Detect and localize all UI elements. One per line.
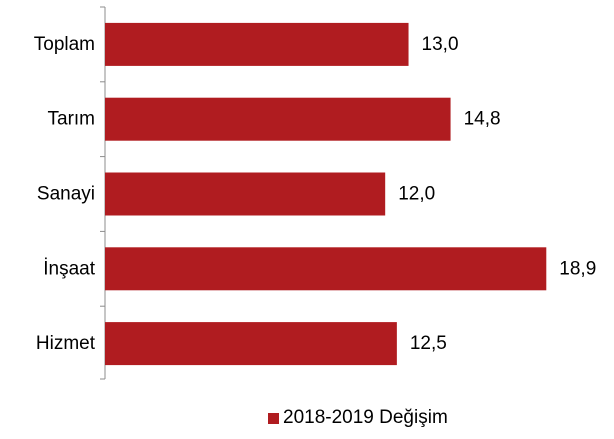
category-labels: Toplam Tarım Sanayi İnşaat Hizmet [34,34,96,354]
data-label: 13,0 [422,34,459,55]
category-label: İnşaat [43,258,95,279]
legend-swatch [268,412,279,424]
data-labels: 13,0 14,8 12,0 18,9 12,5 [398,34,596,354]
bar [105,22,409,66]
data-label: 18,9 [559,258,596,279]
data-label: 12,5 [410,333,447,354]
legend-label: 2018-2019 Değişim [283,407,448,428]
data-label: 14,8 [464,109,501,130]
bar-chart: Toplam Tarım Sanayi İnşaat Hizmet 13,0 14,8 12… [34,6,596,380]
category-label: Tarım [48,109,96,130]
bar [105,247,547,291]
legend: 2018-2019 Değişim [268,406,448,430]
category-label: Sanayi [37,184,95,205]
bars [105,22,547,366]
bar [105,172,386,216]
category-label: Hizmet [36,333,96,354]
category-axis-ticks [100,6,105,380]
bar [105,322,397,366]
bar [105,97,451,141]
data-label: 12,0 [398,184,435,205]
category-label: Toplam [34,34,95,55]
